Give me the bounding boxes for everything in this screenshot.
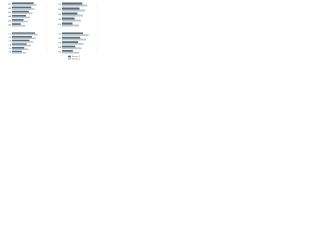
- y-tick-label: B1: [58, 4, 61, 6]
- y-tick-label: C3: [8, 41, 11, 43]
- y-tick-label: D1: [58, 34, 62, 36]
- y-tick-label: B4: [58, 19, 61, 21]
- y-tick-label: A3: [8, 11, 11, 14]
- bar: [62, 12, 78, 15]
- bar: [62, 9, 86, 12]
- bar: [62, 38, 87, 41]
- bar: [62, 43, 84, 45]
- y-tick-label: C2: [8, 37, 11, 39]
- bar: [12, 52, 26, 54]
- bar: [12, 41, 34, 43]
- bar: [12, 10, 29, 13]
- bar: [12, 23, 21, 25]
- y-tick-label: B5: [58, 24, 61, 26]
- y-tick-label: C6: [8, 52, 11, 54]
- bar: [12, 20, 28, 23]
- legend-swatch: [68, 55, 71, 58]
- y-tick-label: A1: [8, 3, 11, 6]
- y-tick-label: D4: [58, 47, 62, 49]
- y-tick-label: B3: [58, 14, 61, 16]
- legend-label: Series 1: [72, 55, 81, 58]
- bar: [62, 32, 83, 35]
- bar: [62, 24, 79, 27]
- bar: [12, 2, 34, 5]
- y-tick-label: D5: [58, 51, 62, 53]
- bar: [12, 48, 29, 50]
- y-tick-label: C1: [8, 33, 11, 35]
- y-tick-label: A4: [8, 15, 11, 18]
- bar: [62, 22, 73, 25]
- y-tick-label: A2: [8, 7, 11, 10]
- y-tick-label: D3: [58, 43, 62, 45]
- bar: [12, 50, 22, 53]
- bar: [62, 51, 80, 54]
- bar: [12, 47, 25, 49]
- bar: [12, 16, 31, 19]
- y-tick-label: D2: [58, 38, 62, 40]
- bar: [12, 6, 32, 9]
- bar: [62, 19, 81, 22]
- bar: [62, 17, 75, 20]
- y-tick-label: C5: [8, 48, 11, 50]
- bar: [62, 47, 82, 50]
- y-tick-label: B2: [58, 9, 61, 11]
- bar: [12, 43, 27, 45]
- legend-swatch: [68, 58, 71, 60]
- bar: [62, 45, 76, 48]
- bar: [12, 4, 37, 6]
- bar: [12, 24, 26, 27]
- y-tick-label: A6: [8, 23, 11, 26]
- bar: [62, 4, 88, 7]
- bar: [62, 36, 81, 39]
- bar: [62, 34, 89, 36]
- y-tick-label: C4: [8, 44, 11, 46]
- bar: [12, 19, 24, 21]
- bar: [62, 2, 83, 5]
- y-tick-label: A5: [8, 19, 11, 22]
- bar: [62, 7, 80, 10]
- bar: [12, 39, 30, 42]
- bar: [62, 14, 83, 17]
- bar: [62, 50, 73, 52]
- bar: [12, 33, 38, 36]
- bar: [12, 36, 32, 38]
- bar: [12, 32, 36, 34]
- bar: [62, 41, 79, 43]
- legend-label: Series 2: [72, 57, 81, 60]
- bar: [12, 37, 36, 39]
- bar: [12, 14, 26, 17]
- bar: [12, 44, 32, 47]
- bar: [12, 8, 35, 10]
- bar: [12, 12, 33, 15]
